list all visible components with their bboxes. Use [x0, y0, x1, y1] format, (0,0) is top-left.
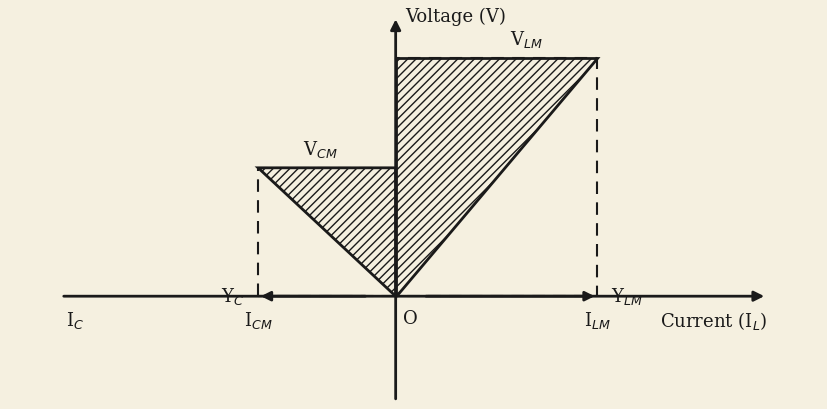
- Text: I$_{LM}$: I$_{LM}$: [583, 310, 610, 331]
- Text: Voltage (V): Voltage (V): [404, 7, 505, 26]
- Text: Y$_{LM}$: Y$_{LM}$: [610, 286, 642, 307]
- Text: I$_C$: I$_C$: [65, 310, 84, 331]
- Text: V$_{CM}$: V$_{CM}$: [303, 139, 337, 160]
- Text: Y$_C$: Y$_C$: [221, 286, 244, 307]
- Polygon shape: [395, 58, 596, 296]
- Polygon shape: [258, 168, 395, 296]
- Text: I$_{CM}$: I$_{CM}$: [243, 310, 272, 331]
- Text: V$_{LM}$: V$_{LM}$: [509, 29, 543, 50]
- Text: Current (I$_L$): Current (I$_L$): [659, 310, 766, 332]
- Text: O: O: [403, 310, 418, 328]
